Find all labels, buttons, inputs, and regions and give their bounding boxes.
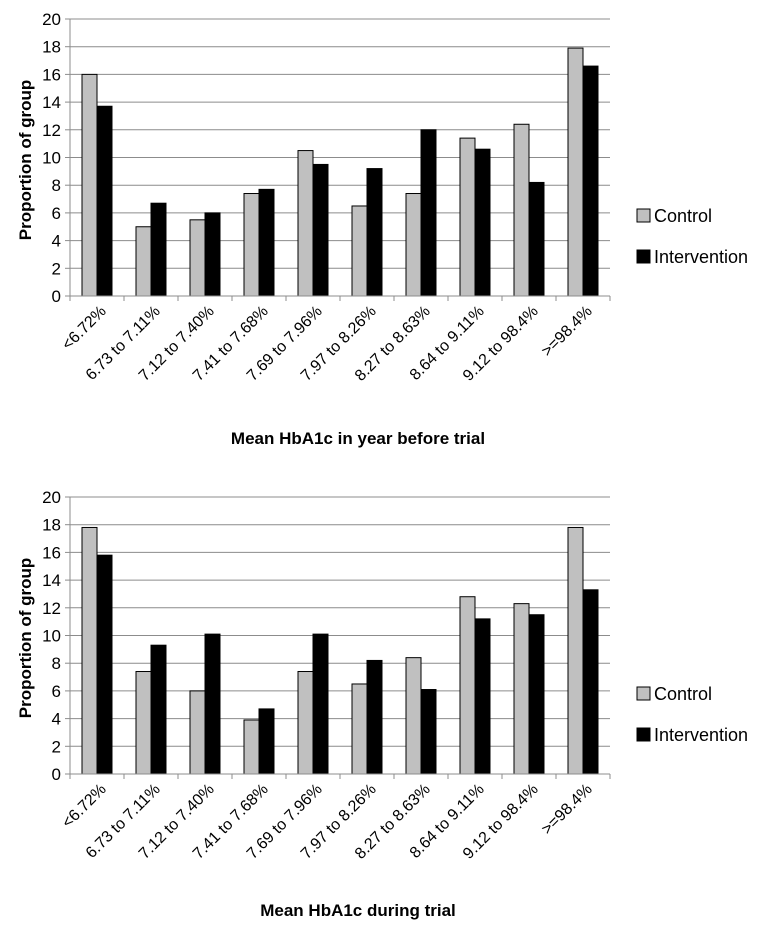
bar-control-1 bbox=[135, 671, 152, 775]
y-tick-label: 6 bbox=[52, 682, 61, 701]
axes bbox=[69, 497, 611, 779]
bar-control-9 bbox=[567, 526, 584, 775]
bar-intervention-8 bbox=[528, 181, 545, 297]
bar-control-4 bbox=[297, 150, 314, 297]
x-axis-title: Mean HbA1c during trial bbox=[260, 901, 456, 920]
bar-control-7 bbox=[459, 596, 476, 775]
legend-swatch-control bbox=[636, 208, 651, 223]
y-tick-label: 14 bbox=[42, 93, 61, 112]
bar-control-0 bbox=[81, 73, 98, 297]
bar-intervention-6 bbox=[420, 129, 437, 297]
x-axis-title: Mean HbA1c in year before trial bbox=[231, 429, 485, 448]
bars bbox=[81, 47, 599, 297]
bar-intervention-5 bbox=[366, 168, 383, 297]
x-tick-label: >=98.4% bbox=[539, 781, 596, 838]
bar-control-4 bbox=[297, 671, 314, 775]
legend-swatch-intervention bbox=[636, 727, 651, 742]
y-axis-ticks: 0 2 4 6 8 10 12 14 16 18 20 bbox=[42, 10, 70, 306]
y-tick-label: 18 bbox=[42, 516, 61, 535]
bar-intervention-1 bbox=[150, 644, 167, 775]
bar-intervention-0 bbox=[96, 105, 113, 297]
legend-swatch-intervention bbox=[636, 249, 651, 264]
bar-intervention-3 bbox=[258, 188, 275, 297]
bar-intervention-7 bbox=[474, 148, 491, 297]
y-tick-label: 20 bbox=[42, 10, 61, 29]
legend-swatch-control bbox=[636, 686, 651, 701]
chart-hba1c-before-trial: 0 2 4 6 8 10 12 14 16 18 20 <6.72%6.73 to 7.11%7.1… bbox=[16, 10, 748, 448]
bar-intervention-6 bbox=[420, 689, 437, 775]
y-tick-label: 8 bbox=[52, 176, 61, 195]
bar-control-9 bbox=[567, 47, 584, 297]
y-tick-label: 4 bbox=[52, 232, 61, 251]
legend: Control Intervention bbox=[636, 206, 748, 267]
y-tick-label: 6 bbox=[52, 204, 61, 223]
x-tick-label: >=98.4% bbox=[539, 303, 596, 360]
bar-control-5 bbox=[351, 683, 368, 775]
x-tick-label: <6.72% bbox=[59, 781, 110, 832]
bar-control-3 bbox=[243, 193, 260, 297]
bar-intervention-3 bbox=[258, 708, 275, 775]
y-tick-label: 18 bbox=[42, 38, 61, 57]
bar-control-6 bbox=[405, 193, 422, 297]
x-tick-label: <6.72% bbox=[59, 303, 110, 354]
bars bbox=[81, 526, 599, 775]
y-axis-title: Proportion of group bbox=[16, 80, 35, 241]
bar-control-0 bbox=[81, 526, 98, 775]
bar-intervention-8 bbox=[528, 614, 545, 775]
chart-hba1c-during-trial: 0 2 4 6 8 10 12 14 16 18 20 <6.72%6.73 to 7.11%7.1… bbox=[16, 488, 748, 920]
bar-intervention-2 bbox=[204, 633, 221, 775]
bar-control-1 bbox=[135, 226, 152, 297]
y-tick-label: 4 bbox=[52, 710, 61, 729]
bar-intervention-7 bbox=[474, 618, 491, 775]
y-tick-label: 2 bbox=[52, 259, 61, 278]
y-tick-label: 0 bbox=[52, 765, 61, 784]
legend-label-intervention: Intervention bbox=[654, 725, 748, 745]
y-tick-label: 16 bbox=[42, 65, 61, 84]
y-tick-label: 2 bbox=[52, 737, 61, 756]
legend-label-control: Control bbox=[654, 206, 712, 226]
bar-control-7 bbox=[459, 137, 476, 297]
bar-intervention-9 bbox=[582, 589, 599, 775]
y-tick-label: 0 bbox=[52, 287, 61, 306]
y-axis-title: Proportion of group bbox=[16, 558, 35, 719]
y-tick-label: 10 bbox=[42, 149, 61, 168]
y-tick-label: 20 bbox=[42, 488, 61, 507]
bar-intervention-5 bbox=[366, 659, 383, 775]
legend-label-intervention: Intervention bbox=[654, 247, 748, 267]
bar-intervention-4 bbox=[312, 163, 329, 297]
y-tick-label: 14 bbox=[42, 571, 61, 590]
bar-control-6 bbox=[405, 657, 422, 775]
bar-control-2 bbox=[189, 219, 206, 297]
y-tick-label: 10 bbox=[42, 627, 61, 646]
bar-control-8 bbox=[513, 603, 530, 775]
x-axis-ticks: <6.72%6.73 to 7.11%7.12 to 7.40%7.41 to … bbox=[59, 781, 596, 863]
x-axis-ticks: <6.72%6.73 to 7.11%7.12 to 7.40%7.41 to … bbox=[59, 303, 596, 385]
y-tick-label: 8 bbox=[52, 654, 61, 673]
y-tick-label: 12 bbox=[42, 121, 61, 140]
y-tick-label: 12 bbox=[42, 599, 61, 618]
bar-intervention-1 bbox=[150, 202, 167, 297]
bar-intervention-2 bbox=[204, 212, 221, 297]
legend-label-control: Control bbox=[654, 684, 712, 704]
bar-intervention-4 bbox=[312, 633, 329, 775]
legend: Control Intervention bbox=[636, 684, 748, 745]
bar-control-2 bbox=[189, 690, 206, 775]
bar-intervention-0 bbox=[96, 554, 113, 775]
y-tick-label: 16 bbox=[42, 543, 61, 562]
y-axis-ticks: 0 2 4 6 8 10 12 14 16 18 20 bbox=[42, 488, 70, 784]
bar-control-5 bbox=[351, 205, 368, 297]
bar-intervention-9 bbox=[582, 65, 599, 297]
bar-control-8 bbox=[513, 123, 530, 297]
axes bbox=[69, 19, 611, 301]
bar-control-3 bbox=[243, 719, 260, 775]
